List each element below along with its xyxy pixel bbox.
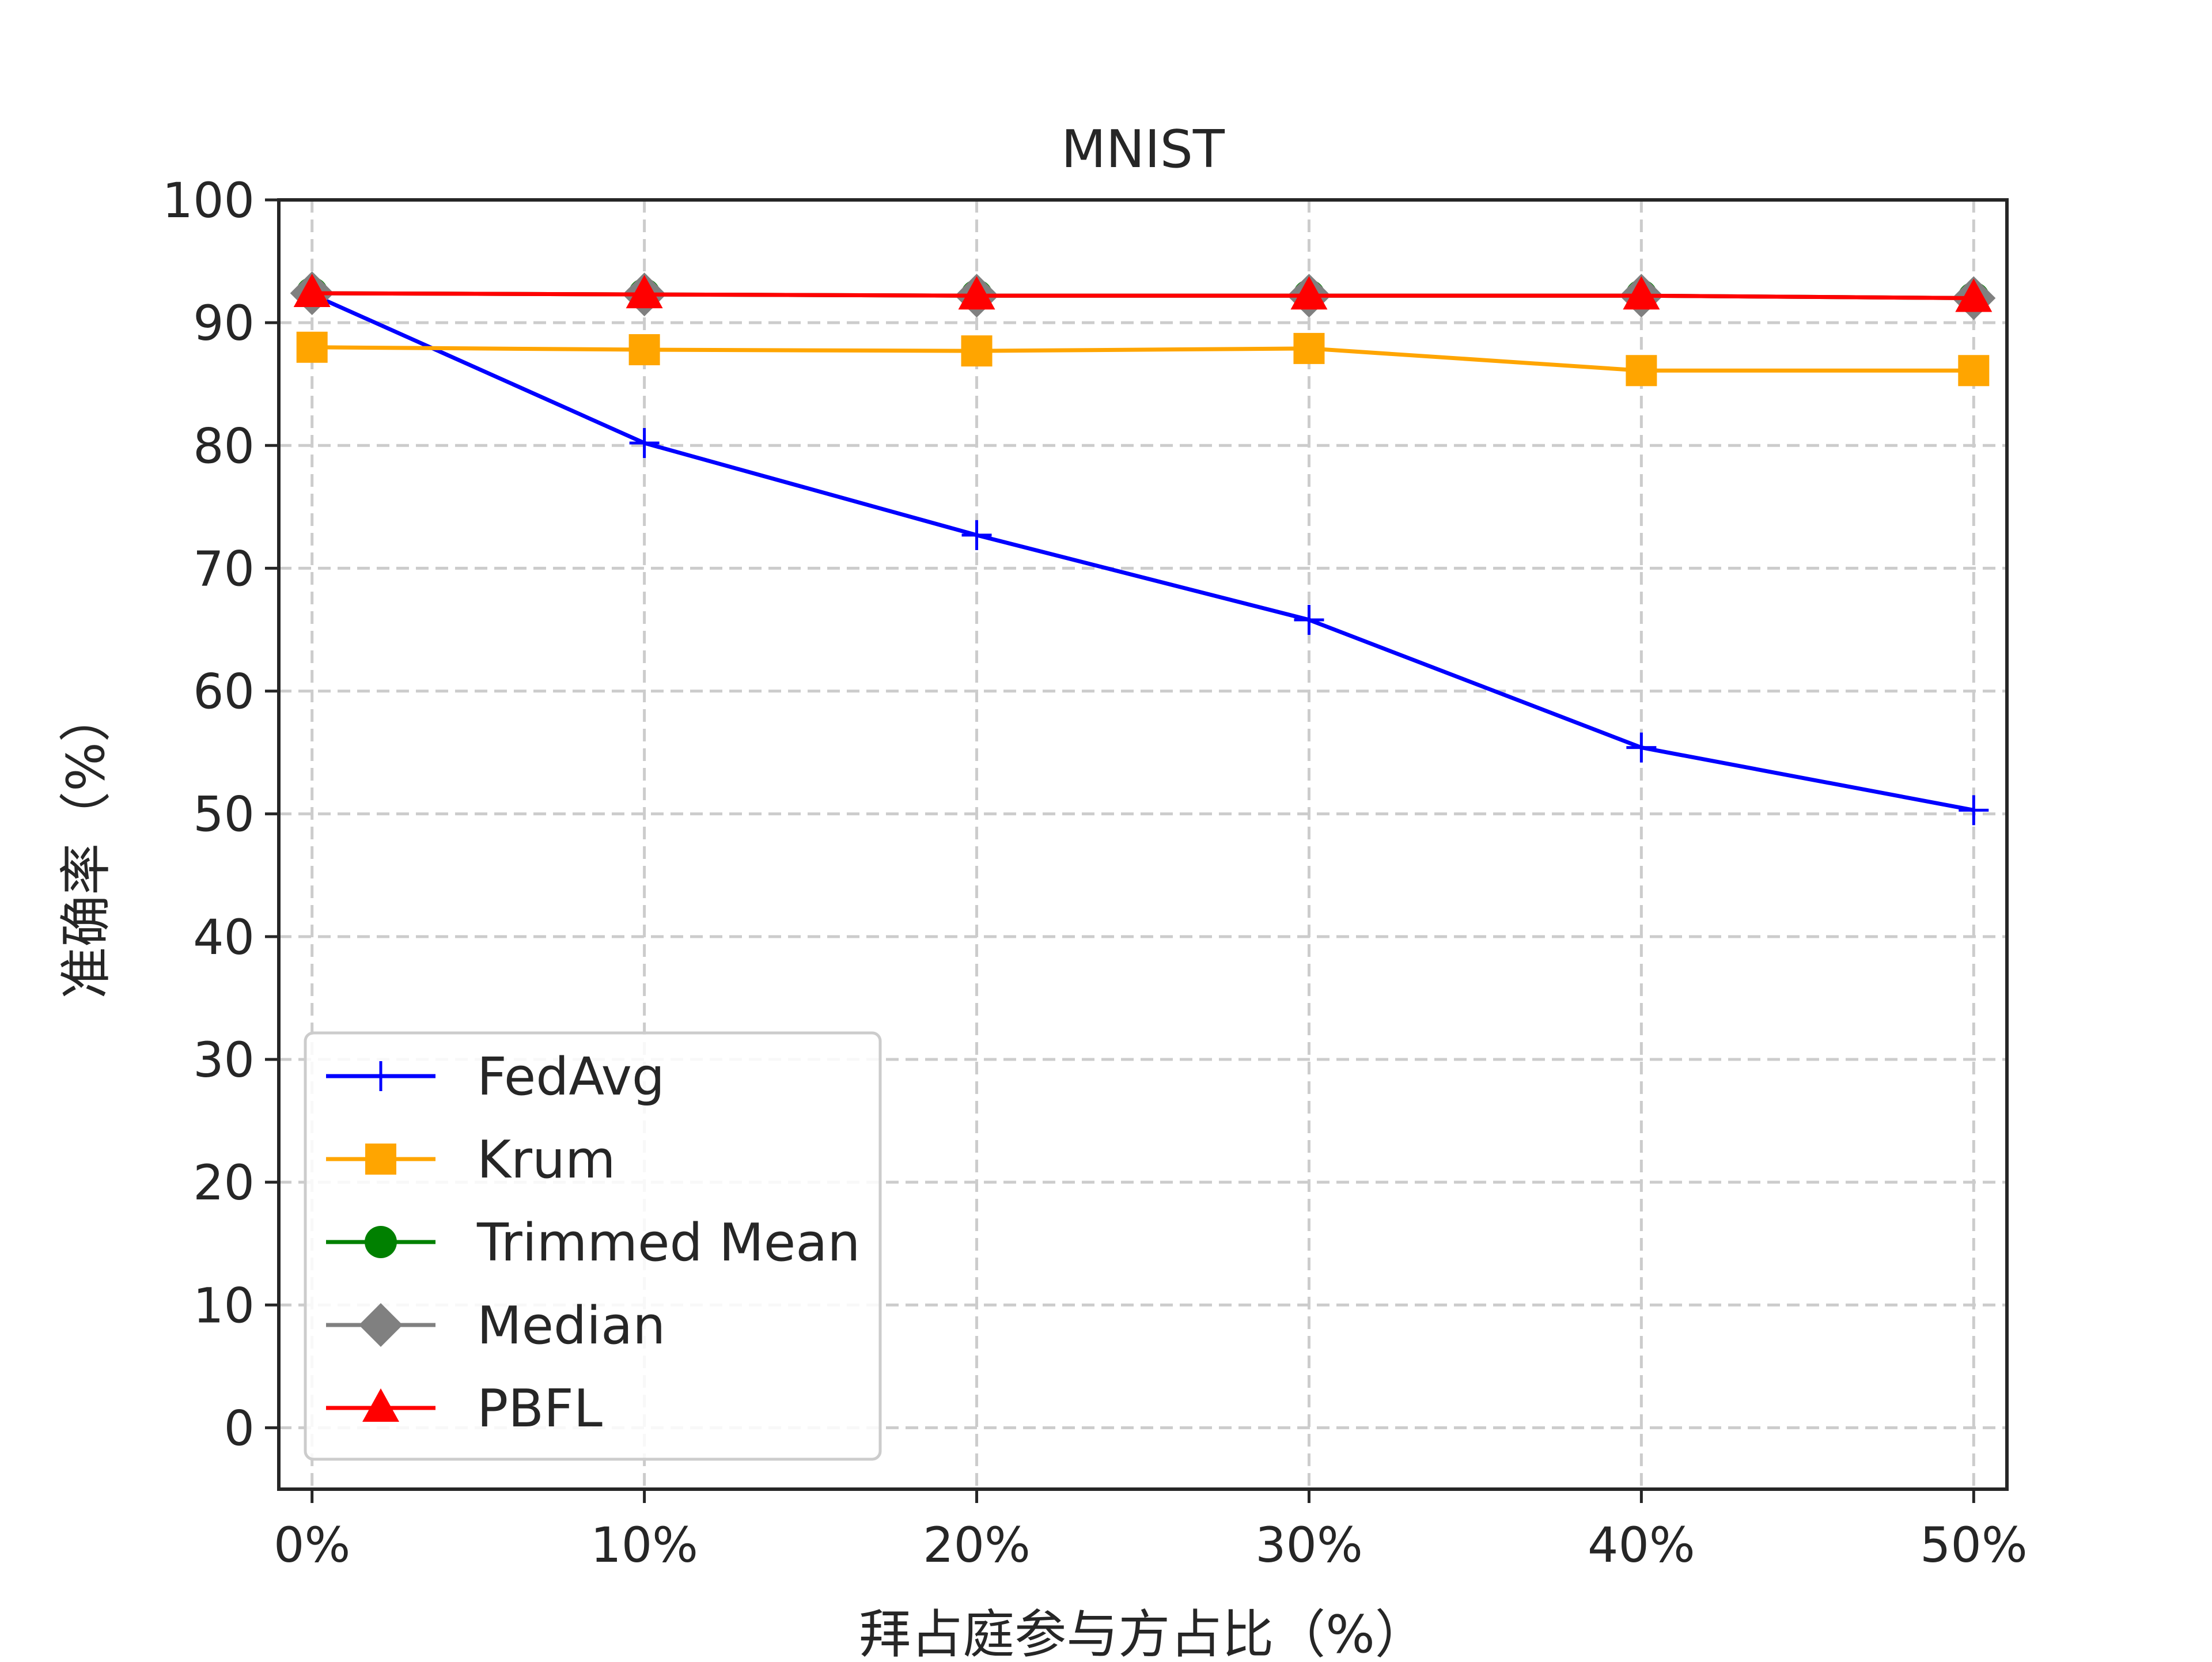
x-axis: 0% 10% 20% 30% 40% 50% xyxy=(274,1489,2028,1573)
y-tick-label: 60 xyxy=(193,664,255,720)
y-tick-label: 30 xyxy=(193,1032,255,1088)
x-tick-label: 50% xyxy=(1920,1517,2028,1573)
legend-item: PBFL xyxy=(326,1379,603,1439)
legend-label: PBFL xyxy=(477,1379,603,1439)
y-axis-label: 准确率（%） xyxy=(56,690,116,999)
legend-marker xyxy=(359,1303,403,1347)
legend-item: Krum xyxy=(326,1130,616,1190)
legend-item: Median xyxy=(326,1296,665,1356)
plot-frame xyxy=(277,198,2009,1491)
y-tick-label: 40 xyxy=(193,909,255,966)
x-tick-label: 10% xyxy=(590,1517,698,1573)
data-point xyxy=(961,335,993,367)
series-line xyxy=(311,292,1974,812)
data-point xyxy=(628,334,660,366)
series-pbfl xyxy=(293,273,1993,312)
y-tick-label: 80 xyxy=(193,418,255,474)
legend: FedAvg Krum Trimmed Mean Median PBFL xyxy=(304,1031,882,1461)
legend-item: Trimmed Mean xyxy=(326,1213,860,1273)
data-point xyxy=(626,275,663,309)
y-axis: 0 10 20 30 40 50 60 70 80 90 100 xyxy=(162,172,279,1456)
legend-label: FedAvg xyxy=(477,1047,665,1107)
y-tick-label: 100 xyxy=(162,172,255,229)
y-tick-label: 70 xyxy=(193,540,255,597)
data-point xyxy=(293,273,331,307)
series-line xyxy=(312,345,1974,373)
series-fedavg xyxy=(297,279,1989,826)
x-tick-label: 30% xyxy=(1255,1517,1363,1573)
series-lines xyxy=(290,271,1996,826)
x-tick-label: 40% xyxy=(1588,1517,1695,1573)
y-tick-label: 20 xyxy=(193,1154,255,1211)
legend-marker xyxy=(362,1388,399,1422)
legend-marker xyxy=(365,1144,396,1175)
data-point xyxy=(1955,278,1993,312)
data-point xyxy=(1958,355,1990,387)
data-point xyxy=(1959,795,1989,826)
chart-title: MNIST xyxy=(1061,119,1225,180)
legend-marker xyxy=(365,1226,397,1258)
x-tick-label: 0% xyxy=(274,1517,350,1573)
data-point xyxy=(1626,732,1657,763)
grid xyxy=(279,198,2007,1489)
legend-frame xyxy=(304,1031,882,1461)
legend-label: Median xyxy=(477,1296,665,1356)
y-tick-label: 10 xyxy=(193,1277,255,1334)
legend-item: FedAvg xyxy=(326,1047,665,1107)
y-tick-label: 90 xyxy=(193,295,255,351)
data-point xyxy=(296,331,328,363)
series-krum xyxy=(296,331,1990,387)
data-point xyxy=(958,276,995,310)
y-tick-label: 50 xyxy=(193,786,255,843)
legend-label: Trimmed Mean xyxy=(476,1213,860,1273)
legend-marker xyxy=(366,1061,396,1091)
data-point xyxy=(629,428,660,459)
data-point xyxy=(1290,276,1328,310)
y-tick-label: 0 xyxy=(224,1400,255,1456)
data-point xyxy=(1626,355,1657,387)
x-axis-label: 拜占庭参与方占比（%） xyxy=(859,1604,1427,1659)
data-point xyxy=(1293,332,1325,364)
x-tick-label: 20% xyxy=(923,1517,1031,1573)
series-line xyxy=(312,291,1974,301)
data-point xyxy=(961,520,992,550)
legend-label: Krum xyxy=(477,1130,616,1190)
data-point xyxy=(1623,276,1660,310)
data-point xyxy=(1294,604,1324,635)
